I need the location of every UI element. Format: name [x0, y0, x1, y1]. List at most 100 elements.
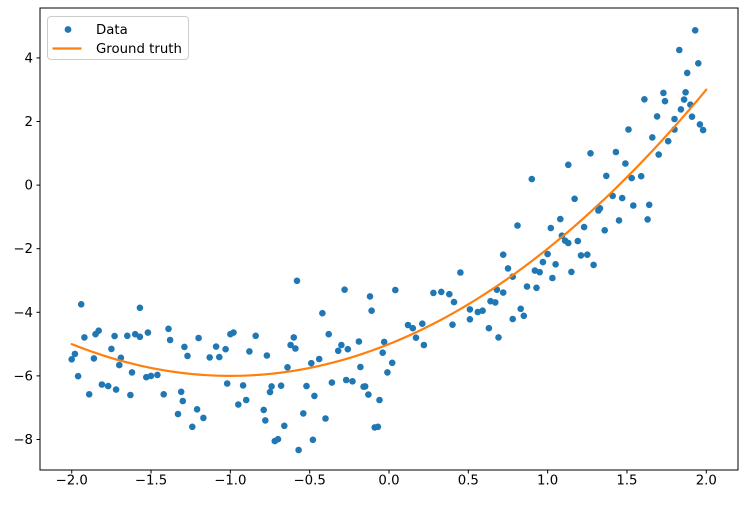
data-point	[268, 383, 275, 390]
data-point	[430, 289, 437, 297]
ground-truth-curve	[70, 88, 708, 377]
data-point	[116, 361, 123, 369]
data-point	[622, 160, 629, 167]
data-point	[580, 223, 588, 231]
data-point	[85, 391, 93, 398]
data-point	[200, 414, 207, 422]
legend: Data Ground truth	[47, 16, 189, 60]
data-point	[71, 350, 79, 358]
data-point	[246, 348, 253, 355]
x-tick-label: −1.0	[214, 474, 246, 489]
x-tick-label: 2.0	[696, 474, 717, 489]
data-point	[446, 290, 453, 298]
data-point	[104, 382, 112, 390]
data-point	[419, 320, 426, 328]
data-point	[309, 436, 317, 444]
data-point	[504, 265, 512, 272]
data-point	[645, 201, 653, 209]
data-point	[355, 338, 363, 345]
data-point	[699, 126, 707, 134]
data-point	[682, 89, 689, 96]
data-point	[695, 60, 702, 67]
data-point	[655, 151, 662, 158]
data-point	[154, 371, 161, 379]
data-point	[174, 410, 182, 418]
data-point	[517, 305, 524, 313]
data-point	[565, 161, 572, 169]
x-tick-label: 1.5	[616, 474, 637, 489]
x-tick-label: 1.0	[537, 474, 558, 489]
data-point	[520, 312, 528, 320]
data-point	[683, 69, 691, 77]
data-point	[449, 321, 456, 329]
x-tick-label: −2.0	[56, 474, 88, 489]
data-point	[384, 369, 391, 376]
data-point	[223, 380, 231, 387]
data-point	[615, 217, 623, 224]
data-point	[315, 355, 323, 363]
data-point	[342, 376, 350, 384]
data-point	[388, 359, 396, 367]
data-point	[165, 325, 172, 333]
data-point	[664, 137, 672, 145]
y-tick-label: 4	[25, 51, 33, 66]
data-point	[457, 269, 464, 276]
data-point	[590, 261, 597, 269]
data-point	[557, 215, 564, 223]
data-point	[128, 369, 136, 376]
data-point	[357, 363, 364, 371]
data-point	[277, 382, 285, 390]
data-point	[184, 352, 191, 360]
data-point	[68, 356, 75, 363]
data-point	[509, 315, 516, 323]
data-point	[492, 299, 499, 306]
data-point	[136, 304, 144, 312]
data-point	[691, 27, 699, 34]
data-point	[262, 417, 269, 424]
legend-label-ground-truth: Ground truth	[96, 42, 182, 57]
legend-frame	[47, 16, 189, 60]
data-point	[528, 175, 536, 183]
data-point	[74, 372, 82, 380]
ground-truth-curve-layer	[70, 88, 708, 377]
data-point	[212, 343, 220, 350]
data-point	[374, 423, 382, 431]
data-point	[95, 327, 102, 335]
data-point	[281, 422, 288, 430]
data-point	[160, 391, 167, 398]
data-point	[544, 250, 551, 258]
data-point	[495, 334, 502, 341]
x-tick-label: −1.5	[135, 474, 167, 489]
data-point	[420, 341, 428, 349]
data-point	[549, 274, 556, 282]
data-point	[319, 309, 326, 317]
data-point	[404, 321, 412, 329]
data-point	[111, 332, 118, 340]
data-point	[98, 381, 106, 388]
data-point	[671, 115, 678, 123]
data-point	[287, 341, 294, 349]
data-point	[206, 354, 213, 361]
data-point	[676, 46, 683, 54]
data-point	[376, 396, 383, 404]
data-point	[409, 324, 417, 332]
data-point	[577, 252, 585, 259]
data-point	[242, 396, 250, 404]
data-point	[366, 293, 374, 300]
data-point	[688, 113, 696, 120]
data-point	[361, 383, 369, 390]
data-point	[660, 89, 667, 97]
data-point	[612, 148, 620, 156]
data-point	[625, 126, 632, 133]
data-point	[322, 415, 329, 422]
data-point	[466, 316, 474, 323]
y-tick-label: −6	[13, 369, 33, 384]
data-point	[677, 106, 685, 113]
data-point	[601, 227, 608, 234]
data-point	[325, 330, 333, 338]
data-point	[341, 286, 348, 294]
data-point	[552, 261, 559, 268]
data-point	[680, 96, 688, 103]
